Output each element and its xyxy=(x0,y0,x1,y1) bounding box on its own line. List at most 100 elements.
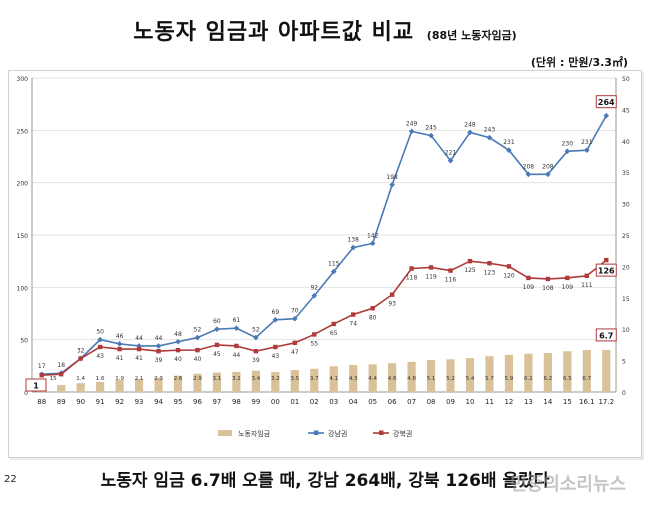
gangbuk-data-label: 47 xyxy=(291,349,299,356)
y-right-tick-label: 0 xyxy=(622,390,626,397)
gangbuk-marker xyxy=(39,373,44,378)
gangbuk-data-label: 108 xyxy=(542,285,554,292)
gangnam-data-label: 231 xyxy=(503,139,515,146)
gangnam-marker xyxy=(525,171,532,178)
gangbuk-marker xyxy=(136,346,142,352)
gangnam-data-label: 245 xyxy=(425,125,437,132)
gangnam-data-label: 52 xyxy=(194,327,202,334)
wage-bar xyxy=(368,364,377,392)
gangbuk-marker xyxy=(526,275,531,281)
gangnam-data-label: 142 xyxy=(367,232,379,239)
gangnam-marker xyxy=(214,326,220,332)
gangbuk-marker xyxy=(78,356,83,361)
wage-bar xyxy=(193,373,202,392)
gangnam-data-label: 231 xyxy=(581,139,593,146)
gangbuk-marker xyxy=(487,261,492,266)
wage-bar xyxy=(134,378,144,392)
wage-bar xyxy=(426,359,436,392)
y-left-tick-label: 250 xyxy=(17,128,29,135)
x-tick-label: 02 xyxy=(310,398,319,406)
wage-data-label: 15 xyxy=(50,376,57,382)
gangnam-marker xyxy=(584,147,590,154)
gangbuk-data-label: 45 xyxy=(213,351,221,358)
gangnam-marker xyxy=(253,334,259,341)
x-tick-label: 17.2 xyxy=(598,398,614,406)
gangnam-data-label: 70 xyxy=(291,308,299,315)
gangbuk-data-label: 120 xyxy=(503,272,515,279)
wage-bar xyxy=(154,377,163,392)
gangbuk-data-label: 125 xyxy=(464,267,476,274)
gangnam-data-label: 115 xyxy=(328,261,340,268)
gangbuk-marker xyxy=(351,312,356,317)
x-tick-label: 04 xyxy=(349,398,358,406)
y-right-tick-label: 50 xyxy=(622,76,630,83)
x-tick-label: 97 xyxy=(212,398,221,406)
page-number: 22 xyxy=(4,474,17,485)
legend-swatch xyxy=(218,430,232,436)
wage-data-label: 3.5 xyxy=(290,376,299,382)
gangbuk-data-label: 93 xyxy=(388,301,396,308)
wage-data-label: 4.4 xyxy=(368,376,377,382)
wage-bar xyxy=(76,383,85,392)
x-tick-label: 03 xyxy=(329,398,338,406)
wage-data-label: 5.2 xyxy=(446,376,455,382)
wage-bar xyxy=(582,349,591,392)
gangnam-data-label: 60 xyxy=(213,318,221,325)
wage-end-callout-box xyxy=(595,328,617,342)
gangbuk-marker xyxy=(467,258,473,264)
gangbuk-marker xyxy=(273,344,278,350)
gangnam-marker xyxy=(292,315,298,322)
gangnam-marker xyxy=(408,128,415,135)
gangnam-data-label: 248 xyxy=(464,121,476,128)
gangnam-data-label: 61 xyxy=(233,317,241,324)
gangbuk-marker xyxy=(545,276,551,282)
gangbuk-data-label: 55 xyxy=(310,340,318,347)
gangnam-data-label: 69 xyxy=(272,309,280,316)
wage-data-label: 3.1 xyxy=(213,376,222,382)
wage-bar xyxy=(290,370,299,392)
wage-bar xyxy=(329,366,338,392)
gangnam-data-label: 198 xyxy=(386,174,398,181)
legend-marker xyxy=(379,430,384,435)
y-right-tick-label: 10 xyxy=(622,327,630,334)
x-tick-label: 00 xyxy=(271,398,280,406)
gangnam-data-label: 138 xyxy=(347,237,359,244)
gangbuk-data-label: 119 xyxy=(425,273,437,280)
gangbuk-marker xyxy=(409,266,414,271)
x-tick-label: 16.1 xyxy=(579,398,595,406)
gangbuk-data-label: 109 xyxy=(523,284,535,291)
gangnam-data-label: 50 xyxy=(96,329,104,336)
wage-bar xyxy=(115,380,124,392)
y-right-tick-label: 20 xyxy=(622,264,630,271)
legend-marker xyxy=(314,430,319,435)
gangnam-marker xyxy=(506,147,512,154)
wage-data-label: 5.4 xyxy=(466,376,475,382)
wage-data-label: 6.2 xyxy=(543,376,552,382)
x-tick-label: 91 xyxy=(96,398,105,406)
gangnam-data-label: 52 xyxy=(252,327,260,334)
gangnam-marker xyxy=(136,343,142,349)
gangbuk-data-label: 41 xyxy=(135,355,143,362)
wage-data-label: 4.3 xyxy=(349,376,358,382)
wage-data-label: 2.6 xyxy=(174,376,183,382)
gangnam-marker xyxy=(545,171,551,178)
gangbuk-marker xyxy=(428,265,434,270)
gangnam-marker xyxy=(467,129,473,136)
x-tick-label: 94 xyxy=(154,398,163,406)
gangbuk-marker xyxy=(59,372,64,377)
gangbuk-data-label: 39 xyxy=(252,357,260,364)
wage-data-label: 3.7 xyxy=(310,376,319,382)
gangnam-data-label: 92 xyxy=(310,285,318,292)
gangbuk-marker xyxy=(370,306,375,311)
wage-bar xyxy=(271,371,280,392)
gangnam-data-label: 48 xyxy=(174,331,182,338)
y-left-tick-label: 200 xyxy=(17,181,29,188)
gangnam-line xyxy=(41,115,607,376)
gangnam-callout-box xyxy=(595,95,617,109)
wage-data-label: 5.7 xyxy=(485,376,494,382)
gangnam-data-label: 32 xyxy=(77,348,85,355)
y-left-tick-label: 50 xyxy=(20,338,28,345)
wage-data-label: 1.6 xyxy=(96,376,105,382)
x-tick-label: 95 xyxy=(174,398,183,406)
gangnam-marker xyxy=(603,112,610,119)
